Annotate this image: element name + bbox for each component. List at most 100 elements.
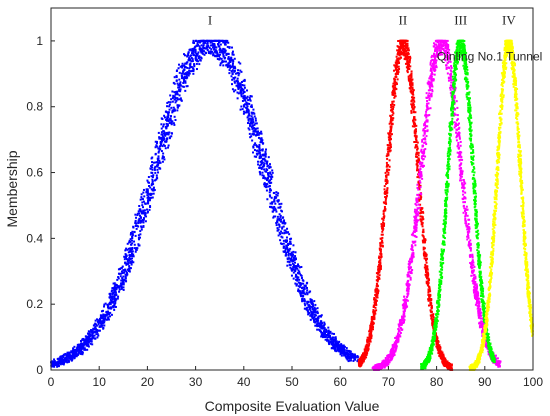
data-point: [137, 212, 140, 215]
data-point: [360, 359, 363, 362]
data-point: [120, 284, 123, 287]
data-point: [160, 131, 163, 134]
data-point: [82, 347, 85, 350]
data-point: [326, 336, 329, 339]
data-point: [192, 68, 195, 71]
data-point: [405, 306, 408, 309]
data-point: [211, 46, 214, 49]
data-point: [90, 337, 93, 340]
data-point: [241, 83, 244, 86]
data-point: [327, 339, 330, 342]
data-point: [370, 318, 373, 321]
data-point: [140, 228, 143, 231]
data-point: [344, 352, 347, 355]
data-point: [347, 353, 350, 356]
data-point: [256, 160, 259, 163]
data-point: [450, 81, 453, 84]
data-point: [257, 136, 260, 139]
data-point: [137, 225, 140, 228]
data-point: [245, 111, 248, 114]
data-point: [354, 355, 357, 358]
data-point: [273, 198, 276, 201]
data-point: [188, 69, 191, 72]
data-point: [267, 173, 270, 176]
data-point: [370, 334, 373, 337]
data-point: [124, 268, 127, 271]
data-point: [247, 99, 250, 102]
data-point: [155, 176, 158, 179]
data-point: [269, 179, 272, 182]
data-point: [474, 284, 477, 287]
data-point: [93, 337, 96, 340]
data-point: [103, 315, 106, 318]
data-point: [311, 316, 314, 319]
data-point: [130, 252, 133, 255]
data-point: [156, 163, 159, 166]
data-point: [318, 329, 321, 332]
data-point: [442, 49, 445, 52]
data-point: [415, 197, 418, 200]
data-point: [378, 277, 381, 280]
data-point: [407, 260, 410, 263]
data-point: [373, 301, 376, 304]
data-point: [404, 39, 407, 42]
data-point: [410, 248, 413, 251]
data-point: [252, 124, 255, 127]
data-point: [393, 103, 396, 106]
data-point: [171, 120, 174, 123]
data-point: [165, 118, 168, 121]
data-point: [429, 89, 432, 92]
data-point: [178, 88, 181, 91]
data-point: [76, 354, 79, 357]
data-point: [386, 144, 389, 147]
data-point: [343, 349, 346, 352]
data-point: [378, 256, 381, 259]
data-point: [375, 285, 378, 288]
data-point: [155, 174, 158, 177]
data-point: [395, 64, 398, 67]
data-point: [160, 117, 163, 120]
data-point: [427, 80, 430, 83]
data-point: [168, 118, 171, 121]
data-point: [97, 334, 100, 337]
data-point: [362, 359, 365, 362]
data-point: [333, 345, 336, 348]
data-point: [296, 277, 299, 280]
data-point: [431, 58, 434, 61]
data-point: [375, 299, 378, 302]
data-point: [141, 204, 144, 207]
data-point: [360, 361, 363, 364]
data-point: [323, 322, 326, 325]
data-point: [327, 332, 330, 335]
data-point: [426, 277, 429, 280]
data-point: [269, 172, 272, 175]
data-point: [156, 140, 159, 143]
data-point: [286, 248, 289, 251]
data-point: [323, 321, 326, 324]
data-point: [121, 281, 124, 284]
data-point: [427, 274, 430, 277]
data-point: [225, 52, 228, 55]
data-point: [258, 147, 261, 150]
data-point: [402, 48, 405, 51]
data-point: [402, 313, 405, 316]
data-point: [248, 102, 251, 105]
data-point: [410, 233, 413, 236]
data-point: [269, 189, 272, 192]
data-point: [275, 196, 278, 199]
data-point: [397, 45, 400, 48]
data-point: [429, 303, 432, 306]
data-point: [231, 78, 234, 81]
data-point: [156, 158, 159, 161]
data-point: [193, 46, 196, 49]
data-point: [266, 172, 269, 175]
data-point: [161, 145, 164, 148]
data-point: [446, 61, 449, 64]
data-point: [65, 360, 68, 363]
data-point: [116, 278, 119, 281]
data-point: [205, 52, 208, 55]
data-point: [403, 47, 406, 50]
data-point: [412, 234, 415, 237]
data-point: [260, 159, 263, 162]
data-point: [110, 300, 113, 303]
